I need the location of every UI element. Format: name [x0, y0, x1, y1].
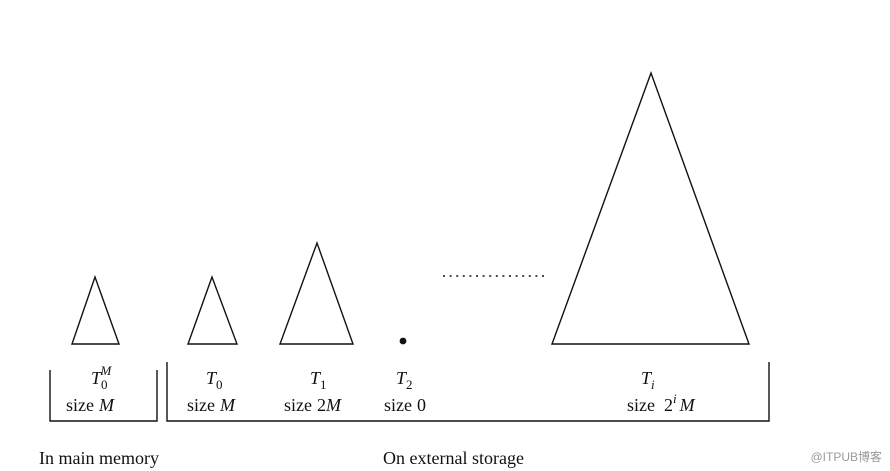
tree-ti-triangle [550, 70, 750, 345]
tree-ti-name: Ti [641, 368, 655, 392]
tree-t0m-size: size M [66, 395, 115, 415]
tree-t1-size: size 2M [284, 395, 342, 415]
tree-t0-triangle [187, 274, 239, 345]
external-storage-bracket [166, 362, 770, 422]
external-storage-caption: On external storage [383, 448, 524, 468]
main-memory-caption: In main memory [39, 448, 159, 468]
tree-t0m-name: T0M [91, 363, 113, 392]
tree-ti-size: size 2i M [627, 391, 696, 415]
tree-t2-name: T2 [396, 368, 413, 392]
main-memory-bracket [49, 370, 158, 422]
tree-t2-dot [399, 337, 407, 345]
tree-t0-name: T0 [206, 368, 223, 392]
tree-t1-name: T1 [310, 368, 327, 392]
tree-t2-size: size 0 [384, 395, 426, 415]
tree-t0m-triangle [71, 274, 120, 345]
watermark: @ITPUB博客 [810, 450, 882, 464]
tree-t1-triangle [278, 240, 354, 345]
tree-t0-size: size M [187, 395, 236, 415]
